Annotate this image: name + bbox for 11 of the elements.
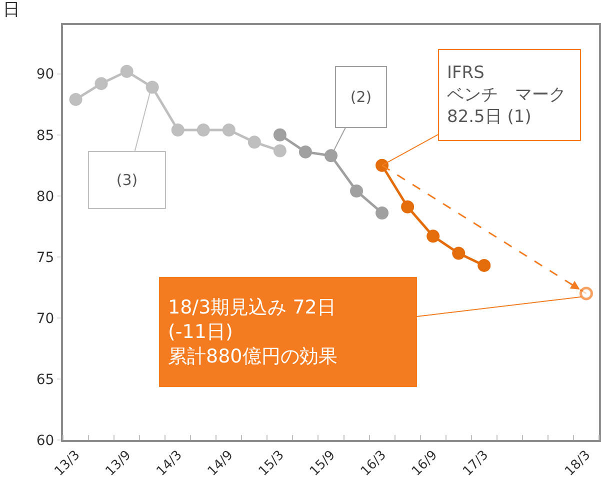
y-tick-label: 75 bbox=[36, 250, 54, 266]
annotation: (3) bbox=[116, 171, 138, 189]
y-tick-label: 60 bbox=[36, 432, 54, 449]
y-tick-label: 85 bbox=[36, 128, 54, 144]
annotation: (2) bbox=[350, 88, 372, 106]
annotation: IFRS ベンチ マーク 82.5日 (1) bbox=[447, 62, 566, 128]
y-tick-label: 80 bbox=[36, 188, 54, 205]
annotation: 18/3期見込み 72日 (-11日) 累計880億円の効果 bbox=[168, 296, 338, 368]
y-tick-label: 90 bbox=[36, 66, 54, 83]
y-tick-label: 65 bbox=[36, 372, 54, 388]
y-tick-label: 70 bbox=[36, 310, 54, 327]
